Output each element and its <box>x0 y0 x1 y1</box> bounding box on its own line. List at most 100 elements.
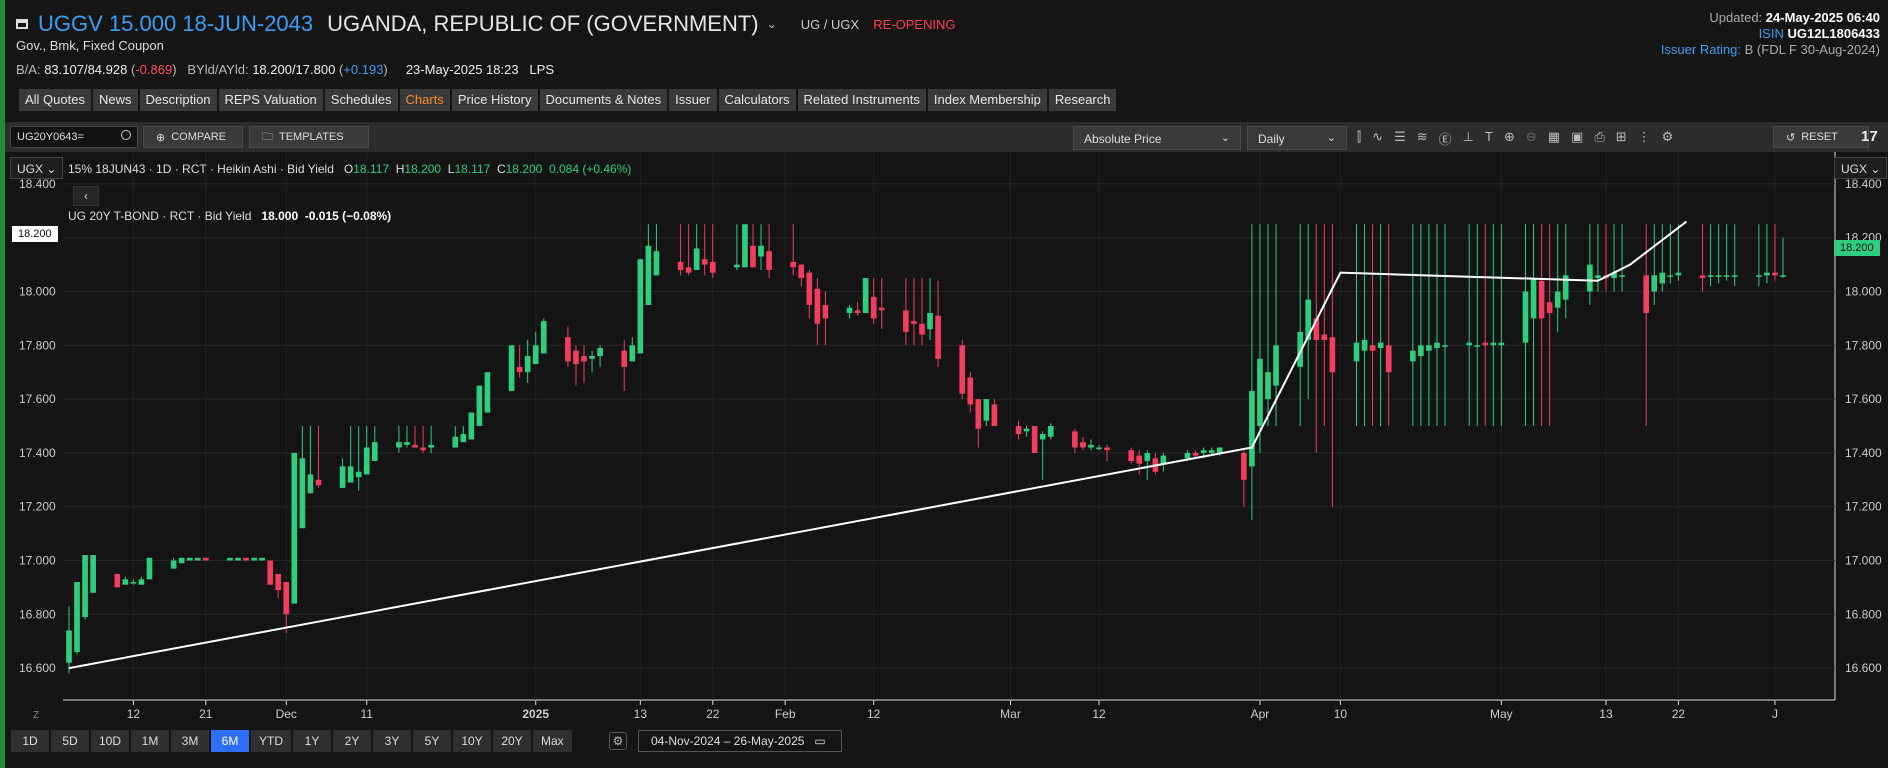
zoom-in-icon[interactable]: ⊕ <box>1503 129 1515 144</box>
period-bar: 1D 5D 10D 1M 3M 6M YTD 1Y 2Y 3Y 5Y 10Y 20Y Max ⚙ 04-N… <box>5 724 1888 768</box>
chart-area[interactable]: 18.400 18.400 18.200 18.200 18.000 18.000 17.8… <box>5 152 1888 724</box>
candle-body <box>90 555 96 593</box>
period-max[interactable]: Max <box>533 730 572 752</box>
save-icon[interactable]: ⎙ <box>1594 129 1605 144</box>
candle-body <box>967 377 974 405</box>
currency-select-right[interactable]: UGX ⌄ <box>1834 157 1888 179</box>
x-tick-label: Dec <box>276 707 297 721</box>
period-1m[interactable]: 1M <box>131 730 170 752</box>
tab-issuer[interactable]: Issuer <box>669 89 717 111</box>
period-2y[interactable]: 2Y <box>333 730 372 752</box>
tab-description[interactable]: Description <box>139 89 217 111</box>
x-tick-label: 10 <box>1334 707 1348 721</box>
settings-icon[interactable]: ⚙ <box>1661 129 1674 144</box>
tab-charts[interactable]: Charts <box>399 89 450 111</box>
candle-body <box>1369 345 1376 351</box>
candle-body <box>1772 272 1778 276</box>
more-icon[interactable]: ⋮ <box>1637 129 1651 144</box>
layout-icon[interactable]: ▣ <box>1571 129 1584 144</box>
candle-type-icon[interactable]: ⫿ <box>1357 129 1362 144</box>
candle-body <box>814 288 821 324</box>
period-1d[interactable]: 1D <box>11 730 49 752</box>
period-20y[interactable]: 20Y <box>493 730 532 752</box>
tab-index-membership[interactable]: Index Membership <box>927 89 1047 111</box>
price-type-select[interactable]: Absolute Price ⌄ <box>1073 126 1241 150</box>
settings-icon[interactable]: ⚙ <box>609 732 627 750</box>
tab-news[interactable]: News <box>92 89 138 111</box>
tab-reps-valuation[interactable]: REPS Valuation <box>218 89 323 111</box>
candle-body <box>790 261 797 268</box>
candle-body <box>1096 447 1102 450</box>
candle-body <box>243 557 249 561</box>
chart-tool-icons: ⫿ ∿ ☰ ≋ Ⓔ ⊥ T ⊕ ⊖ ▦ ▣ ⎙ ⊞ ⋮ ⚙ <box>1357 129 1673 148</box>
currency-select-left[interactable]: UGX ⌄ <box>10 157 64 179</box>
date-range-picker[interactable]: 04-Nov-2024 – 26-May-2025 ▭ <box>638 730 842 752</box>
series-legend: 15% 18JUN43 · 1D · RCT · Heikin Ashi · B… <box>68 162 631 176</box>
compare-button[interactable]: ⊕ COMPARE <box>143 126 243 148</box>
interval-select[interactable]: Daily ⌄ <box>1247 126 1347 150</box>
candle-body <box>267 560 273 585</box>
chart-toolbar: UG20Y0643= ⊕ COMPARE 🗀 TEMPLATES Absolute … <box>5 122 1888 152</box>
ric-input[interactable]: UG20Y0643= <box>10 126 138 148</box>
candle-body <box>653 251 660 276</box>
interval-value: Daily <box>1258 132 1285 146</box>
candle-body <box>1297 331 1303 367</box>
period-5d[interactable]: 5D <box>51 730 89 752</box>
indicator-icon[interactable]: ∿ <box>1372 129 1384 144</box>
tab-calculators[interactable]: Calculators <box>718 89 796 111</box>
x-tick-label: 12 <box>1092 707 1106 721</box>
period-6m[interactable]: 6M <box>211 730 250 752</box>
price-type-value: Absolute Price <box>1084 132 1162 146</box>
candle-body <box>516 366 523 373</box>
axis-corner-z: Z <box>33 710 39 721</box>
export-icon[interactable]: ⊞ <box>1615 129 1627 144</box>
tab-research[interactable]: Research <box>1048 89 1117 111</box>
search-icon[interactable] <box>121 130 131 140</box>
candle-body <box>677 261 684 270</box>
legend-high: 18.200 <box>404 162 442 176</box>
reset-button[interactable]: ↺ RESET <box>1773 126 1869 148</box>
updated-label: Updated: <box>1709 10 1763 25</box>
period-buttons: 1D 5D 10D 1M 3M 6M YTD 1Y 2Y 3Y 5Y 10Y 20Y Max <box>11 730 572 752</box>
chevron-down-icon[interactable]: ⌄ <box>766 17 777 31</box>
candle-body <box>1080 442 1086 448</box>
candle-body <box>701 259 708 265</box>
candle-body <box>428 444 434 448</box>
tab-documents-notes[interactable]: Documents & Notes <box>539 89 668 111</box>
draw-icon[interactable]: ⊥ <box>1462 129 1474 144</box>
candle-body <box>959 345 966 394</box>
compare-label: COMPARE <box>171 131 227 143</box>
candle-body <box>637 259 644 354</box>
tab-related-instruments[interactable]: Related Instruments <box>797 89 926 111</box>
issuer-name[interactable]: UGANDA, REPUBLIC OF (GOVERNMENT) <box>327 11 759 36</box>
layers-icon[interactable]: ☰ <box>1394 129 1406 144</box>
collapse-legend-button[interactable]: ‹ <box>73 186 99 206</box>
zoom-out-icon[interactable]: ⊖ <box>1525 129 1537 144</box>
byld-label: BYld/AYld: <box>187 62 249 77</box>
candle-body <box>420 447 426 451</box>
tab-all-quotes[interactable]: All Quotes <box>19 89 91 111</box>
candle-body <box>1530 278 1537 319</box>
tab-schedules[interactable]: Schedules <box>324 89 398 111</box>
chevron-down-icon: ⌄ <box>1220 132 1230 144</box>
period-3m[interactable]: 3M <box>171 730 210 752</box>
period-10y[interactable]: 10Y <box>453 730 492 752</box>
candle-body <box>1675 272 1682 276</box>
period-10d[interactable]: 10D <box>91 730 130 752</box>
templates-label: TEMPLATES <box>279 131 344 143</box>
candle-body <box>1442 345 1448 347</box>
text-tool-icon[interactable]: T <box>1484 129 1493 144</box>
period-ytd[interactable]: YTD <box>251 730 292 752</box>
period-1y[interactable]: 1Y <box>293 730 332 752</box>
table-icon[interactable]: ▦ <box>1547 129 1561 144</box>
templates-button[interactable]: 🗀 TEMPLATES <box>249 126 369 148</box>
period-3y[interactable]: 3Y <box>373 730 412 752</box>
byld-change: +0.193 <box>343 62 384 77</box>
studies-icon[interactable]: ≋ <box>1416 129 1428 144</box>
window-icon[interactable] <box>16 19 28 29</box>
events-icon[interactable]: Ⓔ <box>1438 132 1452 147</box>
period-5y[interactable]: 5Y <box>413 730 452 752</box>
tab-price-history[interactable]: Price History <box>451 89 538 111</box>
candle-body <box>178 557 185 564</box>
price-chart[interactable]: 18.400 18.400 18.200 18.200 18.000 18.000 17.8… <box>5 152 1888 724</box>
